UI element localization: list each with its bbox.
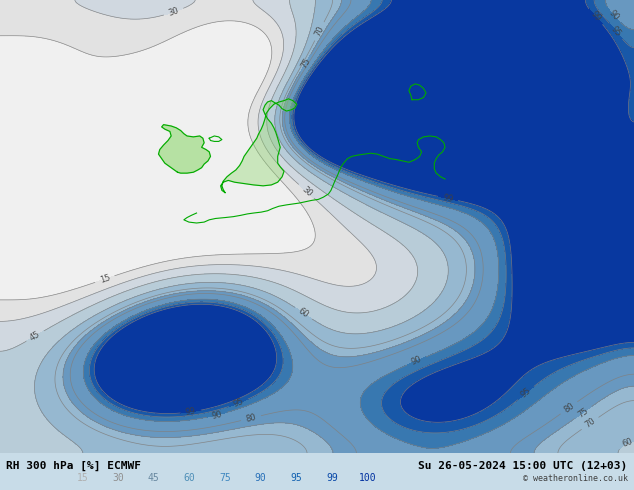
- Text: 95: 95: [232, 397, 245, 409]
- Text: Su 26-05-2024 15:00 UTC (12+03): Su 26-05-2024 15:00 UTC (12+03): [418, 461, 628, 470]
- Text: 100: 100: [359, 473, 377, 483]
- Text: 70: 70: [313, 24, 326, 38]
- Text: 70: 70: [583, 416, 597, 430]
- Polygon shape: [158, 124, 210, 173]
- Text: 90: 90: [607, 8, 620, 22]
- Text: 99: 99: [442, 193, 454, 204]
- Text: 90: 90: [210, 409, 223, 420]
- Text: RH 300 hPa [%] ECMWF: RH 300 hPa [%] ECMWF: [6, 461, 141, 471]
- Text: 99: 99: [185, 407, 197, 417]
- Text: 45: 45: [148, 473, 160, 483]
- Text: 45: 45: [29, 329, 42, 343]
- Text: 90: 90: [255, 473, 267, 483]
- Text: 30: 30: [112, 473, 124, 483]
- Text: 60: 60: [621, 437, 634, 449]
- Text: 95: 95: [290, 473, 302, 483]
- Text: 99: 99: [326, 473, 338, 483]
- Text: 60: 60: [183, 473, 195, 483]
- Text: 95: 95: [609, 24, 623, 38]
- Text: 60: 60: [297, 307, 311, 320]
- Polygon shape: [221, 99, 297, 193]
- Text: 30: 30: [167, 6, 180, 18]
- Text: 75: 75: [576, 406, 590, 419]
- Text: 99: 99: [589, 10, 602, 24]
- Text: 95: 95: [519, 386, 533, 400]
- Text: 90: 90: [410, 355, 423, 367]
- Text: 75: 75: [219, 473, 231, 483]
- Text: 15: 15: [77, 473, 88, 483]
- Text: 15: 15: [98, 273, 112, 285]
- Text: 75: 75: [299, 56, 312, 70]
- Text: 30: 30: [299, 184, 313, 198]
- Text: 80: 80: [562, 401, 576, 415]
- Text: © weatheronline.co.uk: © weatheronline.co.uk: [522, 474, 628, 483]
- Text: 80: 80: [245, 413, 257, 424]
